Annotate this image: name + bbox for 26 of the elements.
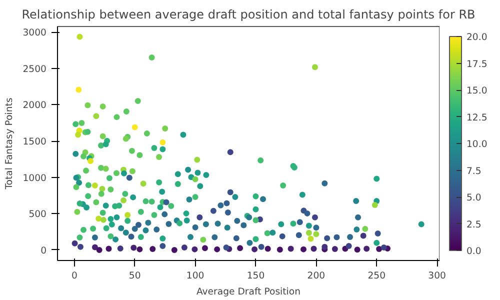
y-tick-label: 3000 bbox=[22, 28, 47, 39]
chart-title: Relationship between average draft position and total fantasy points for RB bbox=[22, 8, 476, 22]
x-tick-label: 150 bbox=[246, 270, 265, 282]
x-tick-label: 50 bbox=[128, 270, 141, 282]
color-bar-label: 15.0 bbox=[466, 86, 488, 96]
y-axis-title: Total Fantasy Points bbox=[4, 98, 15, 190]
y-tick-label: 500 bbox=[28, 209, 47, 220]
color-bar-label: 20.0 bbox=[466, 32, 488, 43]
color-bar-label: 2.5 bbox=[466, 219, 482, 230]
color-bar-label: 5.0 bbox=[466, 192, 482, 204]
color-bar-label: 17.5 bbox=[466, 58, 488, 70]
color-bar-label: 12.5 bbox=[466, 112, 488, 124]
x-tick-label: 250 bbox=[368, 270, 386, 282]
y-tick-label: 2500 bbox=[22, 64, 47, 75]
x-tick-label: 300 bbox=[428, 270, 446, 282]
x-tick-label: 100 bbox=[186, 270, 204, 282]
color-bar-label: 10.0 bbox=[466, 139, 488, 150]
y-tick-label: 2000 bbox=[22, 100, 47, 112]
color-bar-label: 0.0 bbox=[466, 246, 482, 257]
y-tick-label: 1000 bbox=[22, 172, 47, 184]
color-bar-label: 7.5 bbox=[466, 166, 482, 177]
x-axis-title: Average Draft Position bbox=[196, 286, 301, 298]
y-tick-label: 1500 bbox=[22, 136, 47, 148]
x-tick-label: 0 bbox=[71, 270, 78, 282]
x-tick-label: 200 bbox=[307, 270, 326, 282]
y-tick-label: 0 bbox=[40, 245, 47, 256]
